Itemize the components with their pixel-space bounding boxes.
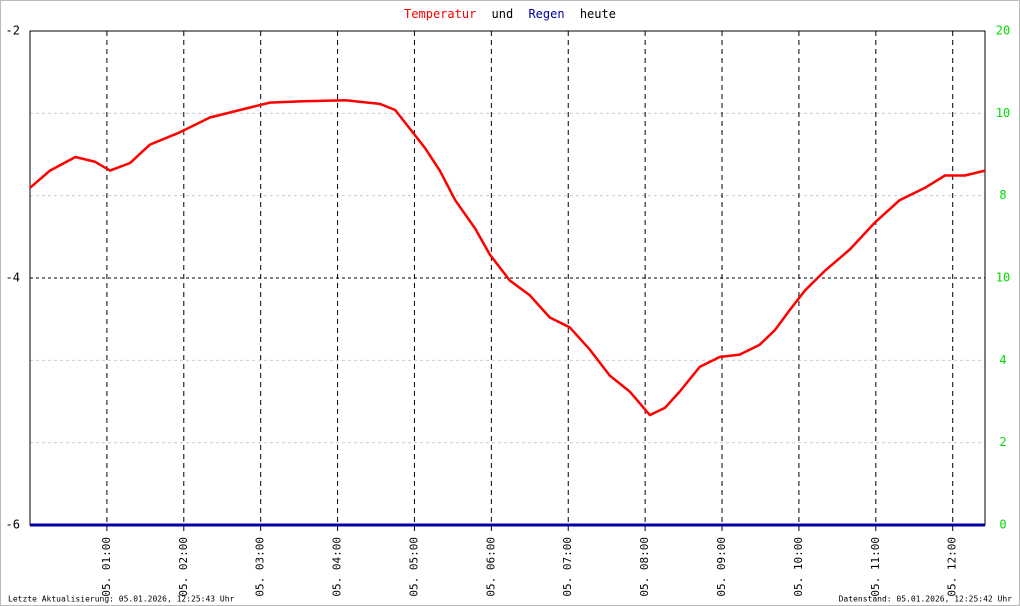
- x-tick-label: 05. 10:00: [792, 537, 805, 597]
- y2-tick-label: 20: [996, 24, 1010, 38]
- x-tick-label: 05. 03:00: [254, 537, 267, 597]
- y-tick-label: -6: [6, 518, 20, 532]
- series-line: [29, 98, 986, 417]
- chart-title: Temperatur und Regen heute: [404, 7, 616, 21]
- y2-tick-label: 10: [996, 271, 1010, 285]
- y2-tick-label: 0: [999, 518, 1006, 532]
- title-part: heute: [580, 7, 616, 21]
- x-tick-label: 05. 08:00: [638, 537, 651, 597]
- x-tick-label: 05. 12:00: [946, 537, 959, 597]
- y2-tick-label: 8: [999, 188, 1006, 202]
- y2-tick-label: 10: [996, 106, 1010, 120]
- y2-tick-label: 4: [999, 353, 1006, 367]
- x-tick-label: 05. 07:00: [561, 537, 574, 597]
- x-tick-label: 05. 04:00: [331, 537, 344, 597]
- y2-tick-label: 2: [999, 435, 1006, 449]
- footer-left: Letzte Aktualisierung: 05.01.2026, 12:25…: [8, 595, 235, 604]
- footer-right: Datenstand: 05.01.2026, 12:25:42 Uhr: [839, 595, 1013, 604]
- title-part: und: [492, 7, 514, 21]
- title-part: Regen: [528, 7, 564, 21]
- x-tick-label: 05. 02:00: [177, 537, 190, 597]
- x-tick-label: 05. 05:00: [407, 537, 420, 597]
- title-part: Temperatur: [404, 7, 476, 21]
- x-tick-label: 05. 01:00: [100, 537, 113, 597]
- y-tick-label: -4: [6, 271, 20, 285]
- x-tick-label: 05. 11:00: [869, 537, 882, 597]
- y-tick-label: -2: [6, 24, 20, 38]
- x-tick-label: 05. 06:00: [484, 537, 497, 597]
- x-tick-label: 05. 09:00: [715, 537, 728, 597]
